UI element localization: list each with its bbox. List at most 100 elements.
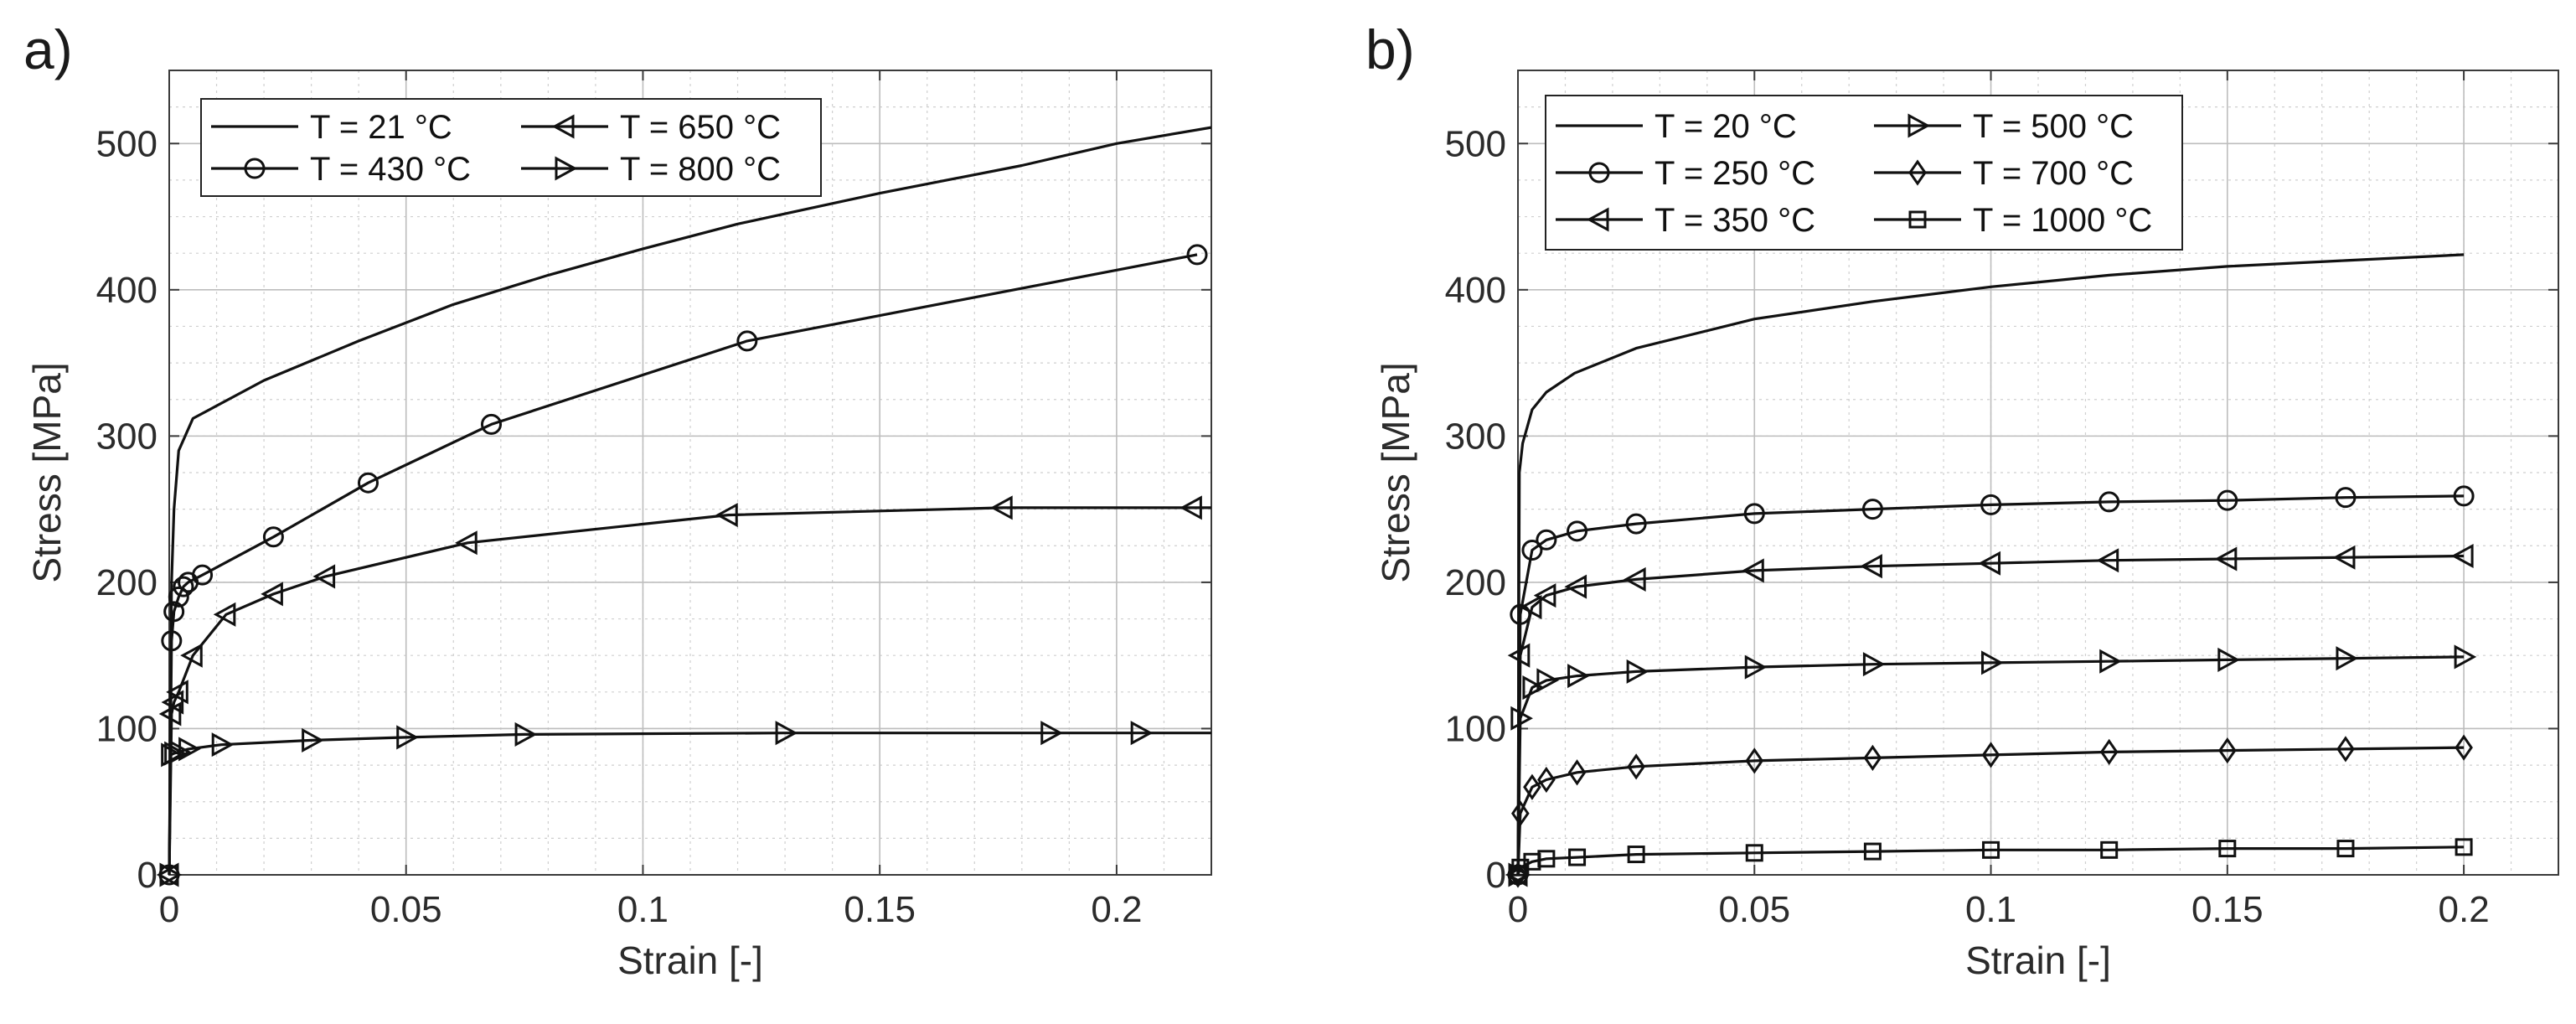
- series-line: [1516, 655, 2465, 876]
- legend-marker: [551, 114, 575, 139]
- data-point: [514, 721, 538, 747]
- data-point: [1568, 848, 1587, 866]
- series-t-250-c: [1507, 485, 2475, 886]
- data-point: [1567, 759, 1587, 786]
- legend-marker: [555, 156, 578, 181]
- series-t-700-c: [1509, 734, 2473, 888]
- data-point: [1537, 850, 1556, 868]
- data-point: [262, 526, 284, 548]
- legend-label: T = 350 °C: [1655, 202, 1815, 239]
- series-t-650-c: [156, 495, 1211, 887]
- legend-item: T = 1000 °C: [1874, 202, 2152, 239]
- legend-label: T = 430 °C: [310, 151, 471, 188]
- panel-label: b): [1365, 18, 1415, 80]
- y-tick-label: 100: [96, 708, 157, 749]
- legend: T = 21 °C T = 650 °C T = 430 °C T = 800 °C: [200, 98, 822, 197]
- data-point: [1533, 583, 1556, 608]
- legend-marker: [1586, 207, 1609, 232]
- x-tick-label: 0.15: [2191, 889, 2264, 930]
- data-point: [1521, 540, 1543, 561]
- data-point: [1860, 554, 1882, 579]
- x-axis: 0 0.05 0.1 0.15 0.2: [1508, 70, 2490, 930]
- series-t-20-c: [1516, 253, 2465, 876]
- data-point: [2336, 840, 2355, 858]
- legend-label: T = 700 °C: [1973, 155, 2134, 192]
- data-point: [2336, 646, 2359, 671]
- legend-box: [200, 98, 822, 197]
- legend-item: T = 800 °C: [521, 151, 781, 188]
- data-point: [775, 721, 798, 746]
- data-point: [1186, 244, 1208, 266]
- data-point: [396, 725, 419, 750]
- series-t-1000-c: [1509, 838, 2473, 884]
- axes-box: [168, 70, 1212, 876]
- legend-marker: [1588, 162, 1610, 184]
- legend-item: T = 21 °C: [211, 109, 452, 146]
- data-point: [1536, 668, 1560, 693]
- data-point: [1744, 654, 1768, 680]
- data-point: [2099, 649, 2122, 674]
- data-point: [1523, 773, 1541, 800]
- data-point: [2098, 491, 2120, 513]
- data-point: [1627, 753, 1645, 780]
- data-point: [1980, 494, 2002, 515]
- x-tick-label: 0.2: [2439, 889, 2490, 930]
- x-tick-label: 0.05: [1718, 889, 1790, 930]
- data-point: [2454, 644, 2477, 670]
- data-point: [1567, 664, 1590, 689]
- data-point: [163, 601, 185, 623]
- data-point: [161, 630, 183, 652]
- series-line: [1516, 846, 2465, 876]
- data-point: [1522, 675, 1546, 701]
- data-point: [1863, 744, 1882, 771]
- data-point: [715, 503, 738, 528]
- x-tick-label: 0.1: [617, 889, 669, 930]
- data-point: [1981, 650, 2004, 675]
- y-tick-label: 500: [96, 123, 157, 164]
- data-point: [1863, 842, 1882, 861]
- legend-item: T = 700 °C: [1874, 155, 2134, 192]
- data-point: [1978, 551, 2001, 576]
- series-line: [1516, 253, 2465, 876]
- x-tick-label: 0: [159, 889, 179, 930]
- chart-panel-b: b) 0 0.05 0.1 0.15 0.2 0 100 200 300 400 500 Strain …: [1365, 18, 2559, 982]
- series-t-800-c: [159, 721, 1211, 887]
- legend-label: T = 500 °C: [1973, 108, 2134, 145]
- data-point: [455, 530, 478, 556]
- panel-label: a): [23, 18, 73, 80]
- x-tick-label: 0.2: [1091, 889, 1142, 930]
- y-tick-label: 300: [1445, 416, 1506, 457]
- y-tick-label: 0: [137, 855, 157, 896]
- data-point: [2336, 736, 2355, 763]
- data-point: [736, 330, 758, 352]
- y-tick-label: 500: [1445, 123, 1506, 164]
- x-axis-label: Strain [-]: [617, 939, 763, 982]
- x-axis: 0 0.05 0.1 0.15 0.2: [159, 70, 1142, 930]
- data-point: [211, 732, 235, 758]
- data-point: [168, 586, 189, 608]
- legend-label: T = 20 °C: [1655, 108, 1797, 145]
- data-point: [192, 564, 214, 586]
- data-point: [1537, 766, 1556, 794]
- legend: T = 20 °C T = 500 °C T = 250 °C T = 700 °C T…: [1545, 95, 2183, 251]
- data-point: [1130, 721, 1154, 746]
- legend-item: T = 20 °C: [1556, 108, 1797, 145]
- series-line: [1516, 494, 2465, 876]
- data-point: [1982, 840, 2000, 859]
- legend-marker: [1907, 113, 1931, 138]
- data-point: [2455, 838, 2473, 856]
- legend-item: T = 650 °C: [521, 109, 781, 146]
- data-point: [1626, 659, 1649, 684]
- data-point: [312, 564, 336, 589]
- legend-label: T = 250 °C: [1655, 155, 1815, 192]
- data-point: [213, 602, 236, 627]
- series-line: [168, 506, 1211, 876]
- legend-item: T = 350 °C: [1556, 202, 1815, 239]
- y-axis-label: Stress [MPa]: [25, 362, 69, 582]
- series-line: [1516, 746, 2465, 876]
- y-tick-label: 200: [1445, 562, 1506, 603]
- series-line: [168, 732, 1211, 876]
- series-t-350-c: [1505, 543, 2474, 887]
- data-point: [1510, 706, 1533, 731]
